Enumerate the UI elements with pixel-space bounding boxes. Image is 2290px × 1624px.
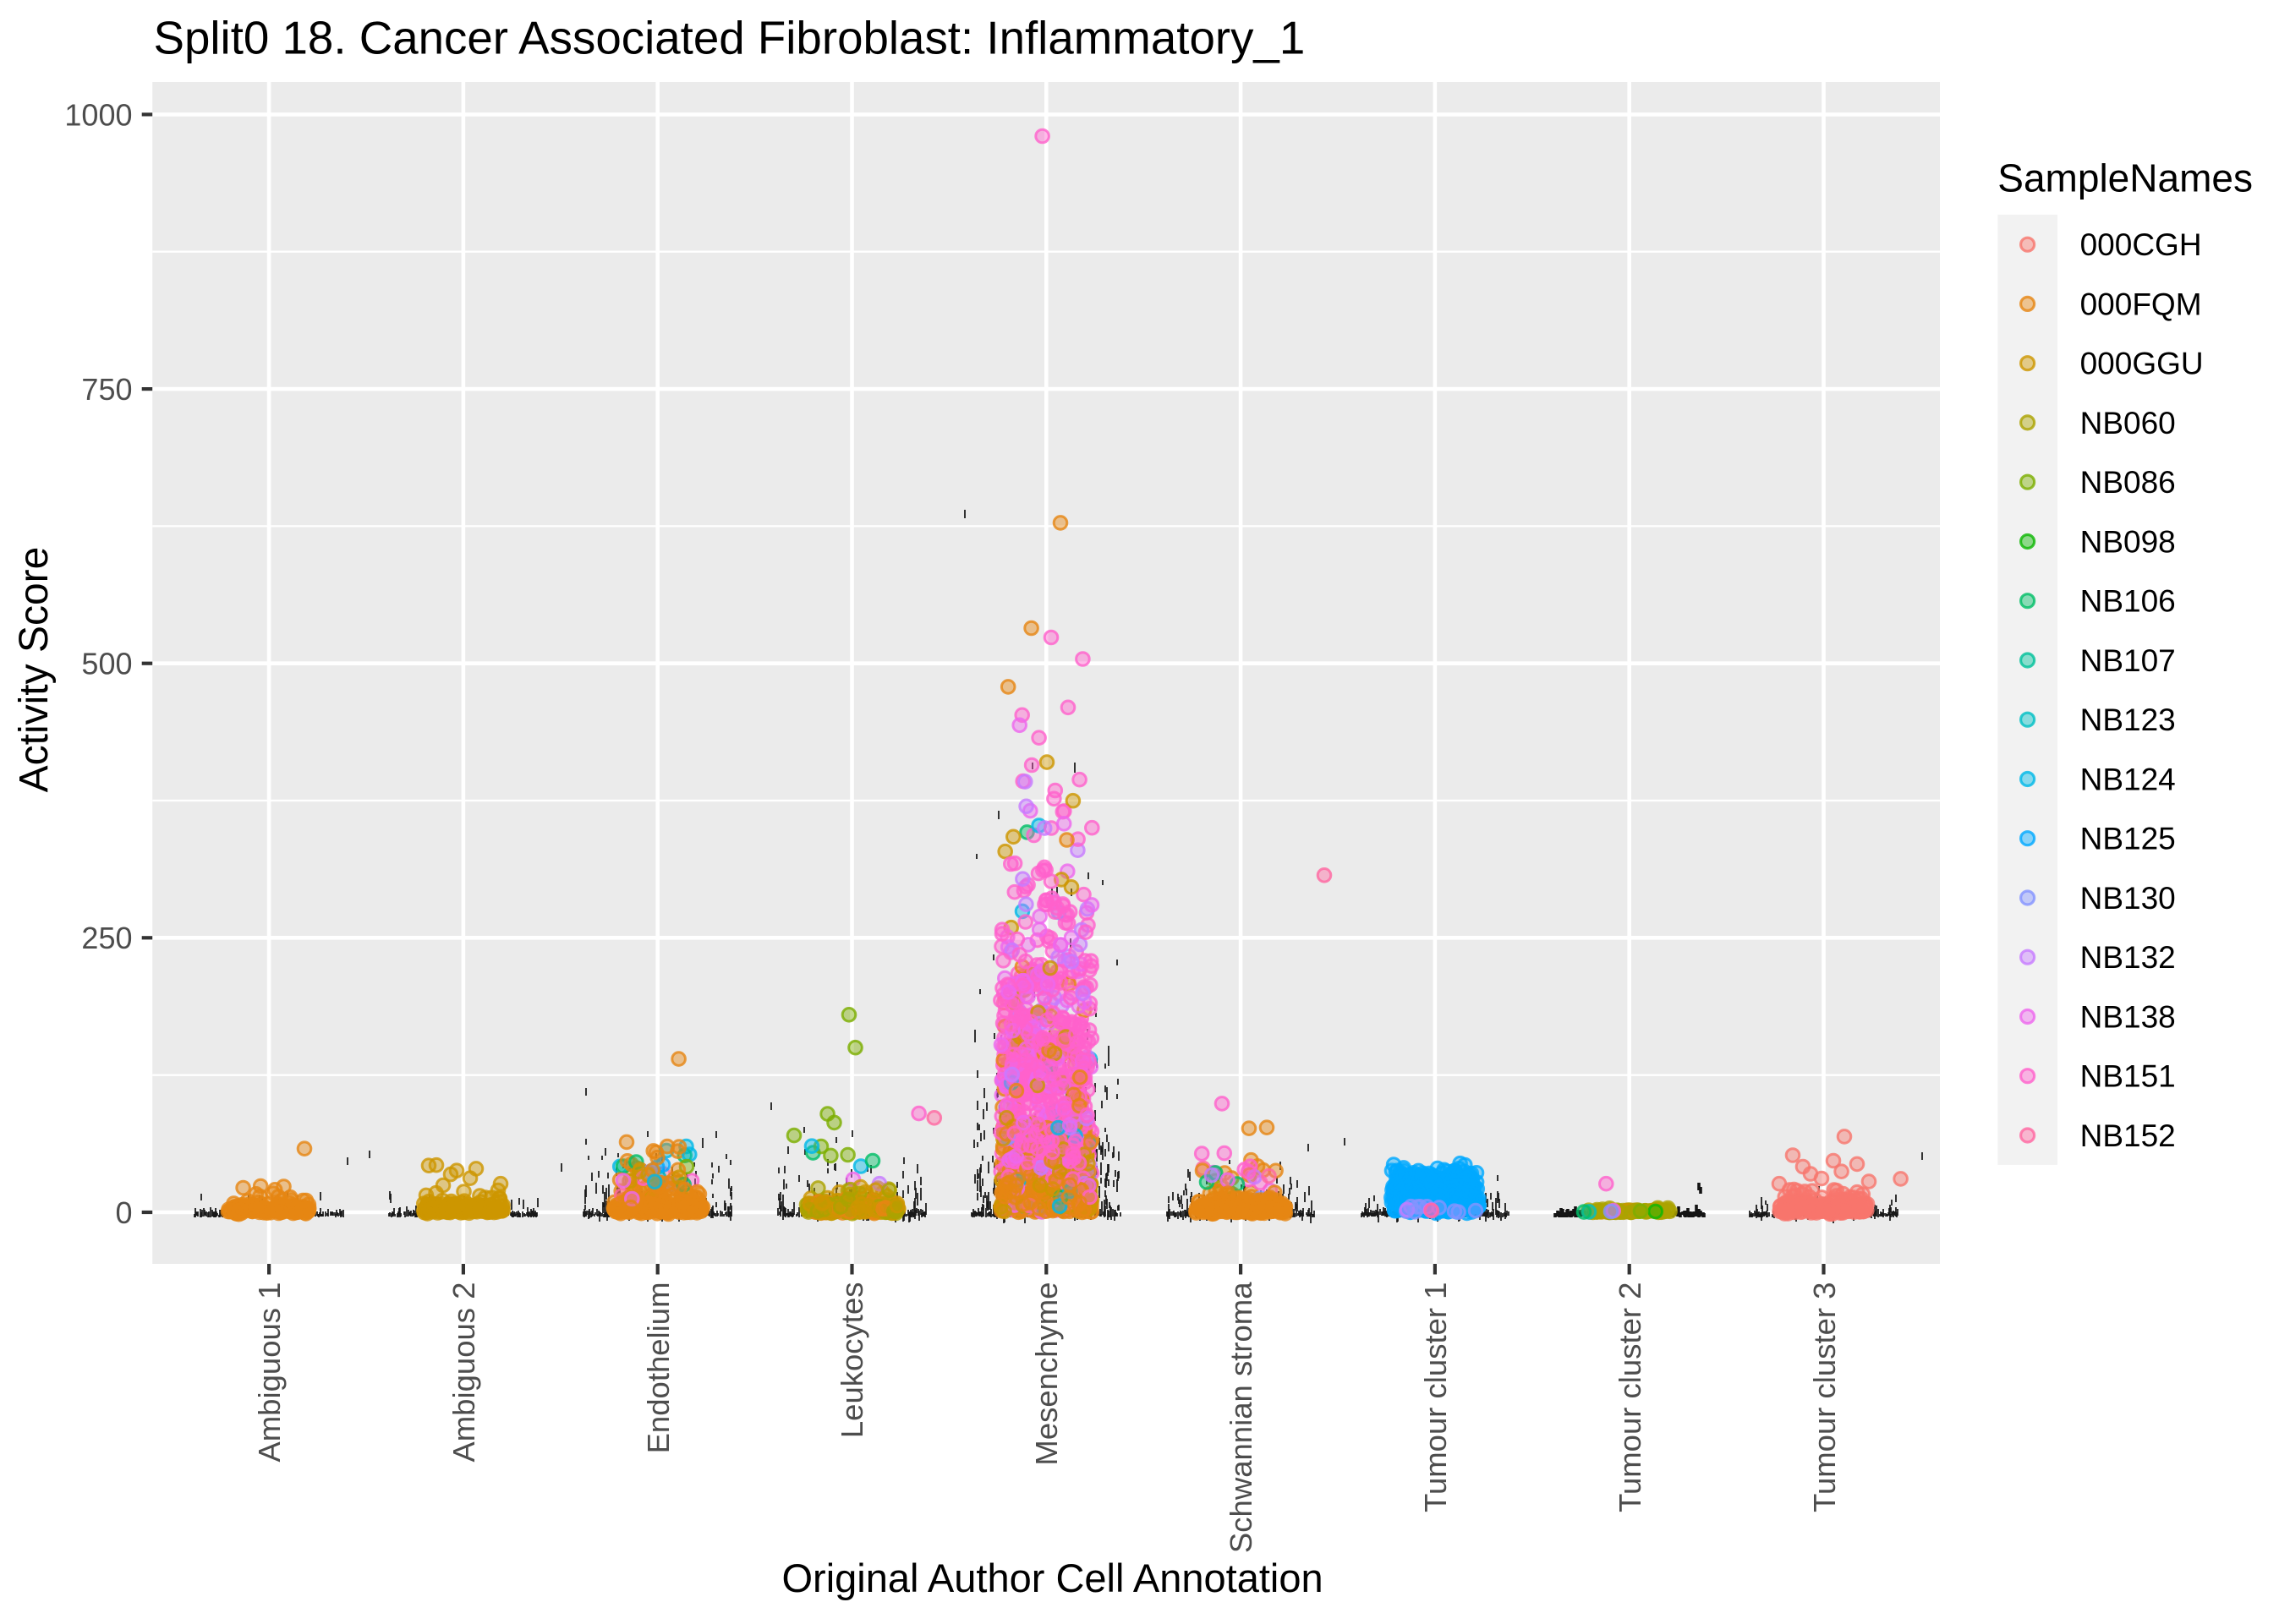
svg-text:Endothelium: Endothelium — [641, 1282, 676, 1454]
svg-text:000GGU: 000GGU — [2080, 347, 2204, 381]
svg-text:Tumour cluster 3: Tumour cluster 3 — [1807, 1282, 1842, 1513]
svg-text:1000: 1000 — [64, 97, 132, 132]
svg-text:NB132: NB132 — [2080, 940, 2176, 975]
svg-text:Ambiguous 1: Ambiguous 1 — [252, 1282, 287, 1463]
svg-text:750: 750 — [81, 372, 132, 407]
svg-text:Mesenchyme: Mesenchyme — [1029, 1282, 1064, 1466]
svg-text:NB138: NB138 — [2080, 1000, 2176, 1035]
svg-text:NB086: NB086 — [2080, 465, 2176, 500]
svg-text:NB106: NB106 — [2080, 584, 2176, 619]
svg-text:NB098: NB098 — [2080, 525, 2176, 560]
svg-text:000FQM: 000FQM — [2080, 287, 2202, 321]
svg-text:NB060: NB060 — [2080, 406, 2176, 440]
svg-text:Ambiguous 2: Ambiguous 2 — [446, 1282, 481, 1463]
svg-text:NB130: NB130 — [2080, 881, 2176, 916]
svg-text:Activity Score: Activity Score — [12, 547, 57, 793]
svg-text:NB152: NB152 — [2080, 1118, 2176, 1153]
svg-text:Leukocytes: Leukocytes — [835, 1282, 869, 1439]
svg-text:Original Author Cell Annotatio: Original Author Cell Annotation — [782, 1556, 1323, 1600]
svg-text:0: 0 — [115, 1195, 132, 1230]
svg-text:NB124: NB124 — [2080, 763, 2176, 797]
svg-text:NB125: NB125 — [2080, 822, 2176, 856]
svg-text:SampleNames: SampleNames — [1997, 156, 2253, 200]
svg-text:NB123: NB123 — [2080, 703, 2176, 737]
svg-text:Tumour cluster 2: Tumour cluster 2 — [1613, 1282, 1647, 1513]
svg-text:NB107: NB107 — [2080, 643, 2176, 678]
svg-text:NB151: NB151 — [2080, 1059, 2176, 1094]
svg-text:Tumour cluster 1: Tumour cluster 1 — [1418, 1282, 1453, 1513]
svg-text:250: 250 — [81, 921, 132, 955]
svg-text:Split0 18. Cancer Associated F: Split0 18. Cancer Associated Fibroblast:… — [154, 12, 1306, 64]
svg-text:000CGH: 000CGH — [2080, 227, 2202, 262]
svg-text:500: 500 — [81, 647, 132, 681]
svg-text:Schwannian stroma: Schwannian stroma — [1224, 1282, 1258, 1553]
